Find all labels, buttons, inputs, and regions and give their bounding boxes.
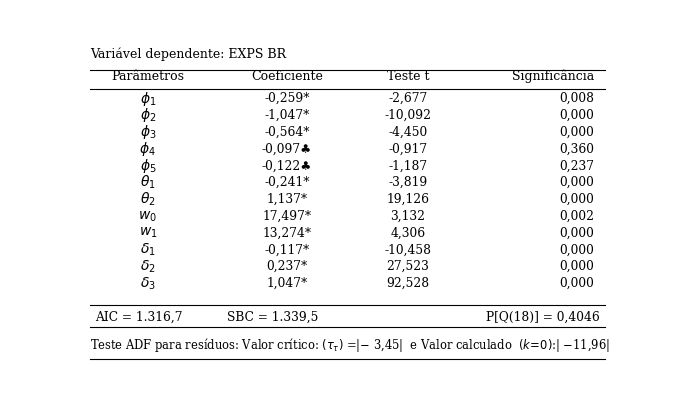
Text: SBC = 1.339,5: SBC = 1.339,5 [226, 311, 318, 324]
Text: 4,306: 4,306 [391, 227, 426, 240]
Text: -0,917: -0,917 [388, 143, 427, 156]
Text: $w_0$: $w_0$ [138, 209, 157, 223]
Text: 17,497*: 17,497* [262, 210, 312, 223]
Text: -0,564*: -0,564* [264, 126, 310, 139]
Text: $\delta_3$: $\delta_3$ [140, 275, 156, 292]
Text: 13,274*: 13,274* [262, 227, 312, 240]
Text: -0,097♣: -0,097♣ [262, 143, 312, 156]
Text: $\theta_2$: $\theta_2$ [140, 191, 156, 208]
Text: 0,000: 0,000 [559, 193, 595, 206]
Text: 0,008: 0,008 [559, 92, 595, 105]
Text: 19,126: 19,126 [386, 193, 429, 206]
Text: -2,677: -2,677 [388, 92, 428, 105]
Text: $\phi_1$: $\phi_1$ [140, 90, 156, 108]
Text: 0,237*: 0,237* [266, 260, 308, 273]
Text: Coeficiente: Coeficiente [251, 70, 323, 83]
Text: 27,523: 27,523 [386, 260, 429, 273]
Text: 0,002: 0,002 [559, 210, 595, 223]
Text: $\phi_2$: $\phi_2$ [140, 106, 156, 124]
Text: Teste t: Teste t [386, 70, 429, 83]
Text: 0,360: 0,360 [559, 143, 595, 156]
Text: Parâmetros: Parâmetros [111, 70, 184, 83]
Text: $\phi_4$: $\phi_4$ [140, 140, 156, 158]
Text: $\phi_5$: $\phi_5$ [140, 157, 156, 175]
Text: AIC = 1.316,7: AIC = 1.316,7 [95, 311, 183, 324]
Text: $\delta_1$: $\delta_1$ [140, 242, 156, 258]
Text: -3,819: -3,819 [388, 176, 428, 189]
Text: -0,259*: -0,259* [264, 92, 310, 105]
Text: $w_1$: $w_1$ [138, 226, 157, 240]
Text: 0,000: 0,000 [559, 109, 595, 122]
Text: -1,187: -1,187 [388, 159, 427, 172]
Text: P[Q(18)] = 0,4046: P[Q(18)] = 0,4046 [486, 311, 600, 324]
Text: -0,122♣: -0,122♣ [262, 159, 312, 172]
Text: 0,000: 0,000 [559, 227, 595, 240]
Text: -1,047*: -1,047* [264, 109, 310, 122]
Text: 0,000: 0,000 [559, 277, 595, 290]
Text: 0,000: 0,000 [559, 260, 595, 273]
Text: 0,237: 0,237 [559, 159, 595, 172]
Text: Significância: Significância [512, 70, 595, 83]
Text: -0,241*: -0,241* [264, 176, 310, 189]
Text: -0,117*: -0,117* [264, 243, 310, 256]
Text: 0,000: 0,000 [559, 243, 595, 256]
Text: Variável dependente: EXPS BR: Variável dependente: EXPS BR [90, 47, 286, 61]
Text: 0,000: 0,000 [559, 176, 595, 189]
Text: $\phi_3$: $\phi_3$ [140, 123, 156, 141]
Text: 3,132: 3,132 [391, 210, 425, 223]
Text: 92,528: 92,528 [386, 277, 429, 290]
Text: Teste ADF para resíduos: Valor crítico: $(\tau_\tau)$ =|$-$ 3,45|  e Valor calcu: Teste ADF para resíduos: Valor crítico: … [90, 336, 610, 354]
Text: $\delta_2$: $\delta_2$ [140, 259, 156, 275]
Text: -10,458: -10,458 [384, 243, 431, 256]
Text: 0,000: 0,000 [559, 126, 595, 139]
Text: -10,092: -10,092 [384, 109, 431, 122]
Text: 1,047*: 1,047* [266, 277, 308, 290]
Text: $\theta_1$: $\theta_1$ [140, 174, 156, 192]
Text: -4,450: -4,450 [388, 126, 428, 139]
Text: 1,137*: 1,137* [266, 193, 308, 206]
